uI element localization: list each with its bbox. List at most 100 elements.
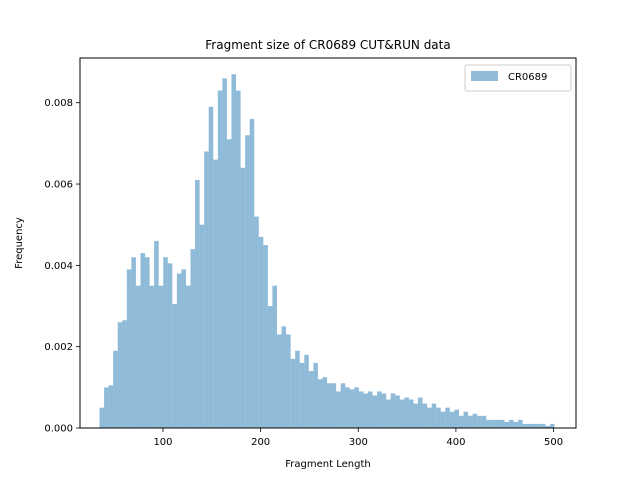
histogram-bar [408, 399, 414, 428]
histogram-bar [536, 423, 541, 428]
histogram-bar [176, 273, 182, 428]
histogram-bar [340, 383, 346, 428]
y-tick-label: 0.008 [44, 98, 73, 109]
histogram-bar [472, 413, 478, 428]
histogram-bar [122, 320, 127, 428]
histogram-bar [295, 350, 300, 428]
histogram-bar [195, 179, 200, 428]
histogram-bar [440, 411, 446, 428]
histogram-bar [468, 415, 473, 428]
histogram-bar [327, 383, 332, 428]
histogram-bar [395, 395, 400, 428]
histogram-bar [331, 383, 337, 428]
histogram-bar [418, 397, 423, 428]
histogram-bar [458, 415, 464, 428]
histogram-bar [231, 74, 237, 428]
histogram-bar [345, 387, 350, 428]
histogram-bar [463, 411, 469, 428]
histogram-bar [427, 407, 432, 428]
histogram-bar [267, 306, 273, 428]
histogram-bar [436, 407, 441, 428]
histogram-bar [163, 257, 168, 428]
histogram-bar [549, 423, 555, 428]
histogram-bar [236, 90, 241, 428]
x-tick-label: 200 [251, 437, 270, 448]
x-axis-label: Fragment Length [285, 459, 370, 470]
histogram-bar [322, 377, 328, 428]
histogram-bar [240, 167, 246, 428]
histogram-bar [185, 285, 191, 428]
histogram-bar [431, 403, 437, 428]
histogram-bar [490, 419, 496, 428]
histogram-bar [245, 135, 250, 428]
x-axis-ticks: 100 200 300 400 500 [153, 428, 563, 448]
histogram-bar [486, 419, 491, 428]
histogram-bar [367, 391, 373, 428]
histogram-bar [158, 285, 164, 428]
histogram-bar [545, 425, 550, 428]
histogram-bar [199, 224, 205, 428]
histogram-bar [454, 409, 459, 428]
y-tick-label: 0.006 [44, 180, 73, 191]
histogram-bar [495, 419, 500, 428]
histogram-bar [149, 285, 155, 428]
histogram-bar [509, 419, 514, 428]
histogram-bar [381, 393, 387, 428]
histogram-bar [445, 407, 450, 428]
histogram-bar [518, 419, 523, 428]
histogram-bar [363, 393, 368, 428]
histogram-bar [313, 362, 318, 428]
legend-label: CR0689 [508, 72, 547, 83]
histogram-bar [404, 397, 409, 428]
histogram-bar [167, 263, 173, 428]
histogram-bar [299, 362, 305, 428]
histogram-bar [413, 403, 419, 428]
legend-swatch [471, 71, 498, 81]
histogram-bar [172, 303, 177, 428]
histogram-bar [217, 90, 223, 428]
histogram-bar [208, 106, 214, 428]
histogram-bar [135, 285, 141, 428]
histogram-bar [358, 391, 364, 428]
histogram-bar [349, 389, 355, 428]
histogram-bar [481, 415, 487, 428]
x-tick-label: 100 [153, 437, 172, 448]
histogram-bar [504, 421, 510, 428]
histogram-bar [317, 379, 323, 428]
histogram-bars [99, 74, 555, 429]
histogram-bar [499, 419, 505, 428]
histogram-bar [290, 358, 296, 428]
histogram-bar [477, 415, 482, 428]
histogram-bar [99, 407, 105, 428]
histogram-bar [386, 399, 391, 428]
histogram-bar [117, 322, 123, 428]
y-tick-label: 0.002 [44, 342, 73, 353]
histogram-bar [226, 139, 232, 428]
y-axis-ticks: 0.000 0.002 0.004 0.006 0.008 [44, 98, 80, 435]
y-tick-label: 0.000 [44, 424, 73, 435]
histogram-bar [286, 334, 291, 428]
histogram-bar [354, 387, 359, 428]
histogram-bar [154, 240, 159, 428]
histogram-bar [131, 257, 136, 428]
histogram-bar [377, 391, 382, 428]
histogram-bar [249, 118, 255, 429]
histogram-bar [108, 385, 114, 428]
x-tick-label: 300 [349, 437, 368, 448]
histogram-bar [304, 354, 309, 428]
histogram-bar [145, 257, 150, 428]
x-tick-label: 500 [544, 437, 563, 448]
histogram-bar [336, 391, 341, 428]
histogram-bar [204, 151, 209, 428]
histogram-bar [422, 403, 428, 428]
legend: CR0689 [464, 64, 572, 92]
histogram-bar [113, 350, 118, 428]
histogram-bar [258, 236, 264, 428]
histogram-bar [254, 216, 259, 428]
histogram-bar [181, 269, 186, 428]
histogram-bar [399, 399, 405, 428]
histogram-bar [449, 411, 455, 428]
histogram-bar [272, 285, 277, 428]
axes-frame [79, 57, 577, 429]
